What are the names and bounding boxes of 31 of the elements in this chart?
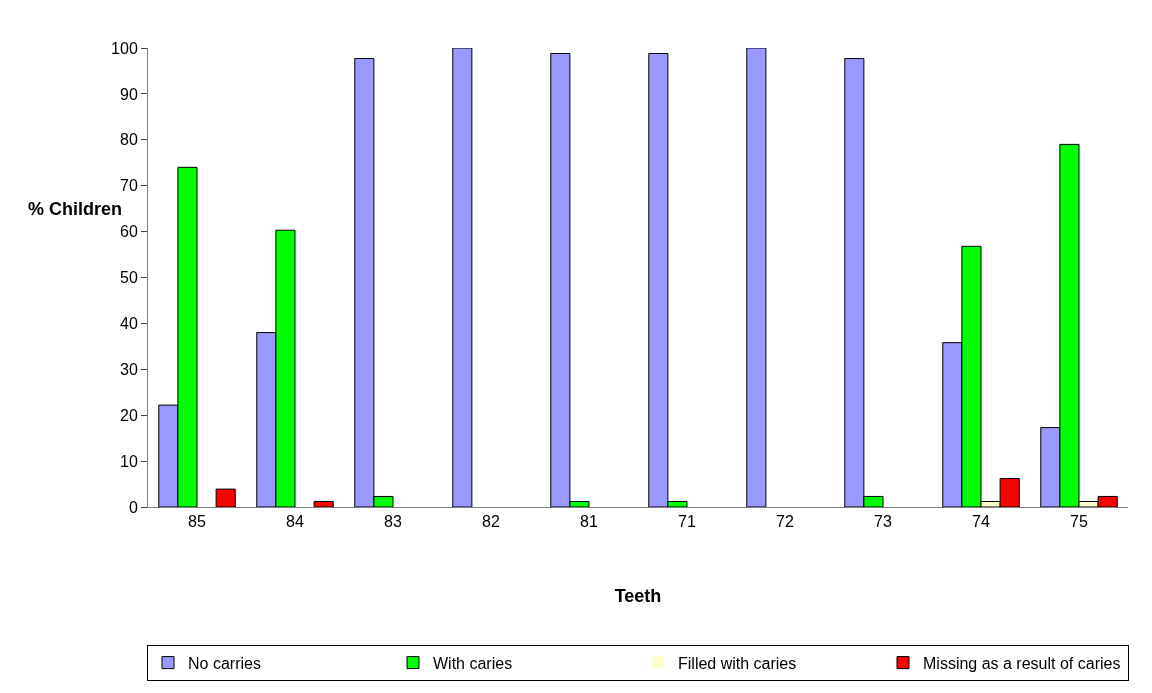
x-tick-label: 71 — [678, 513, 696, 531]
legend-label: No carries — [188, 654, 261, 672]
y-tick-label: 0 — [128, 498, 138, 516]
y-tick-label: 80 — [120, 131, 138, 149]
legend-label: Filled with caries — [678, 654, 797, 672]
y-tick-label: 50 — [120, 269, 138, 287]
y-tick-label: 70 — [120, 177, 138, 195]
y-tick-label: 40 — [120, 315, 138, 332]
y-tick-label: 10 — [120, 452, 138, 470]
bar — [452, 48, 473, 507]
y-axis-title: % Children — [28, 199, 123, 219]
x-tick-label: 85 — [188, 513, 206, 531]
x-tick-label: 82 — [482, 513, 500, 531]
x-tick-label: 81 — [580, 513, 598, 531]
y-tick-label: 30 — [120, 360, 138, 378]
legend-label: With caries — [433, 654, 513, 672]
bar — [313, 500, 334, 507]
x-tick-label: 83 — [384, 513, 402, 531]
bar — [746, 48, 767, 507]
x-tick-label: 73 — [874, 513, 892, 531]
y-tick-label: 100 — [111, 39, 138, 57]
x-tick-label: 75 — [1070, 513, 1088, 531]
legend-label: Missing as a result of caries — [923, 654, 1121, 672]
x-tick-label: 72 — [776, 513, 794, 531]
y-tick-label: 60 — [120, 223, 138, 241]
x-axis-title: Teeth — [614, 586, 662, 607]
y-tick-label: 90 — [120, 85, 138, 103]
bar — [215, 488, 236, 507]
y-tick-label: 20 — [120, 406, 138, 424]
x-tick-label: 84 — [286, 513, 304, 531]
x-tick-label: 74 — [972, 513, 990, 531]
